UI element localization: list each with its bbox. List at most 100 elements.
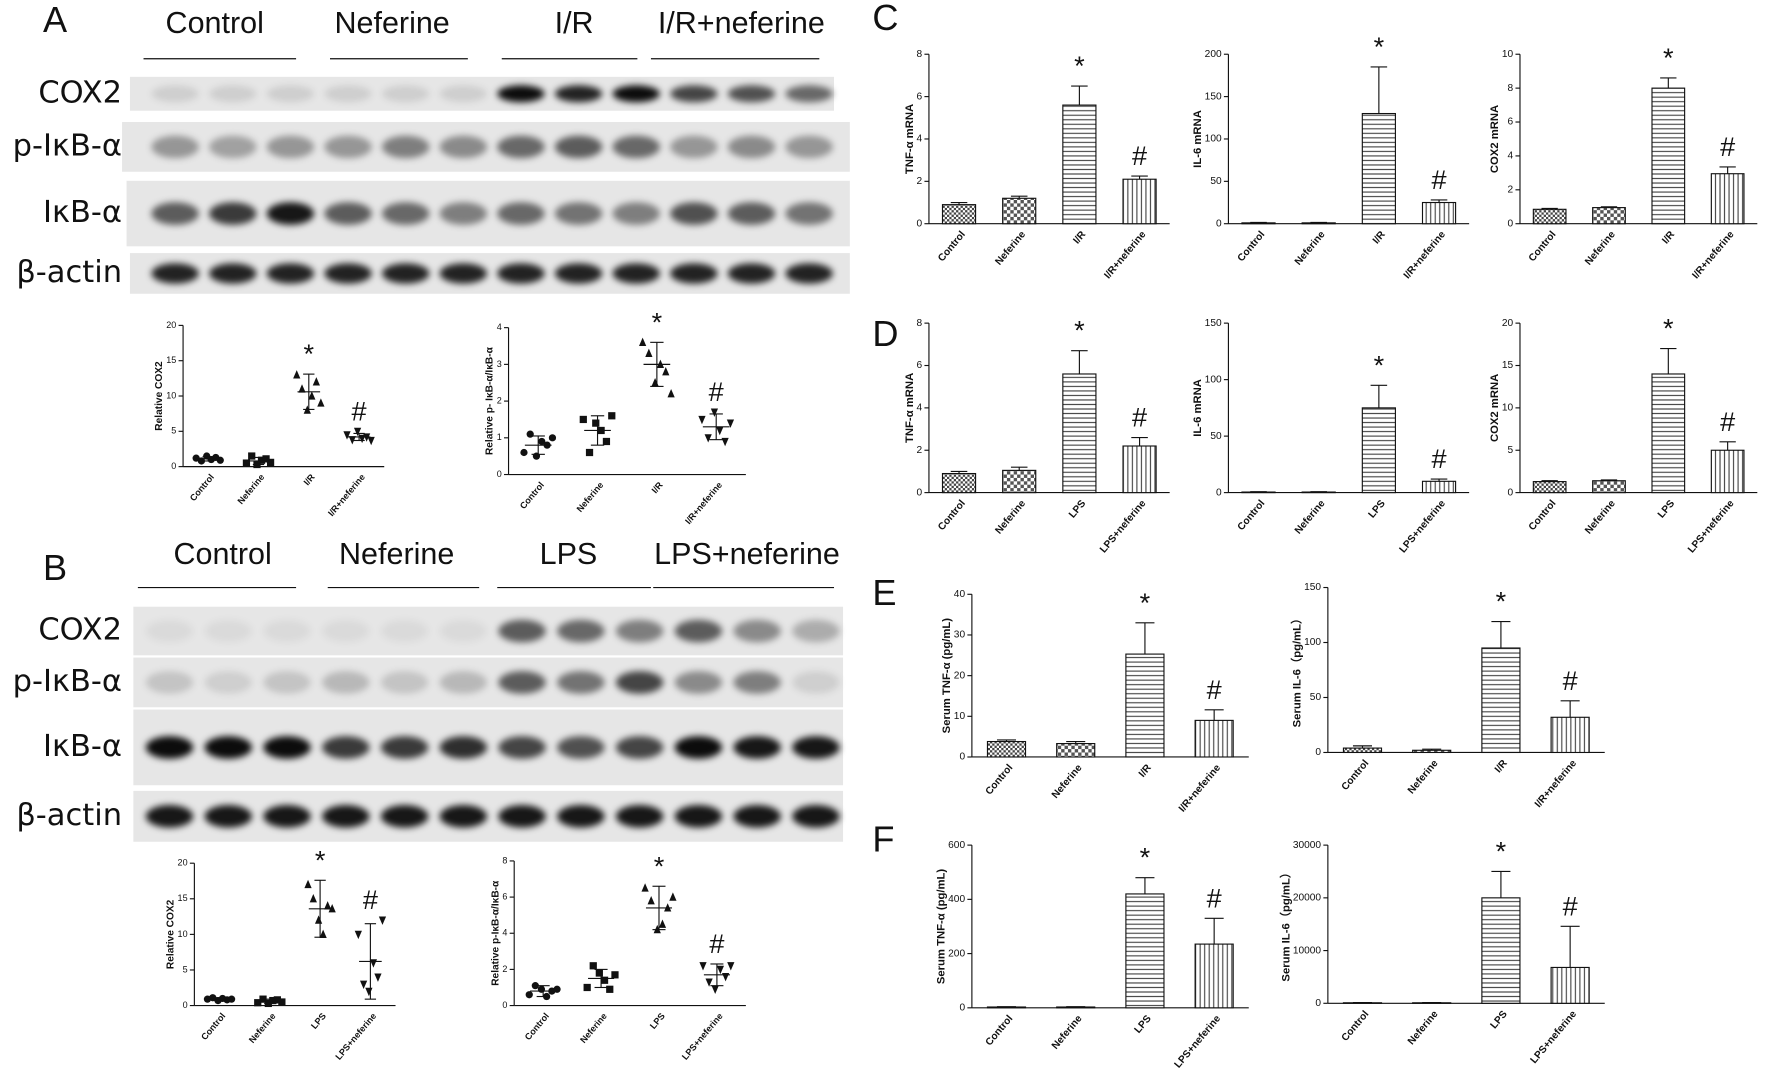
- y-tick-label: 15: [166, 355, 176, 365]
- point: [293, 370, 301, 379]
- y-tick-label: 0: [183, 1000, 188, 1010]
- point: [595, 969, 603, 977]
- blot-band: [322, 736, 370, 759]
- point: [378, 916, 387, 925]
- x-tick-label: Control: [1340, 758, 1372, 793]
- panel-letter: D: [872, 313, 898, 354]
- blot-band: [674, 805, 723, 828]
- x-tick-label: LPS+neferine: [1098, 498, 1149, 555]
- blot-band: [151, 135, 199, 159]
- y-tick-label: 0: [1216, 487, 1222, 498]
- blot-band: [439, 805, 488, 828]
- point: [606, 985, 614, 993]
- y-axis-label: Relative p-IκB-α/IκB-α: [490, 880, 501, 986]
- point: [354, 930, 362, 940]
- y-tick-label: 200: [948, 948, 965, 959]
- x-tick-label: Neferine: [1293, 229, 1328, 267]
- x-tick-label: Neferine: [1406, 1009, 1441, 1047]
- significance-marker: #: [1132, 402, 1147, 433]
- point: [710, 408, 719, 417]
- x-tick-label: Control: [1236, 229, 1268, 264]
- significance-marker: *: [1374, 349, 1385, 380]
- blot-band: [615, 736, 664, 759]
- y-tick-label: 40: [954, 589, 966, 600]
- point: [639, 337, 647, 346]
- y-tick-label: 150: [1205, 318, 1222, 329]
- blot-band: [380, 805, 429, 828]
- y-tick-label: 15: [178, 893, 188, 903]
- blot-band: [266, 263, 315, 284]
- y-tick-label: 5: [183, 964, 188, 974]
- blot-band: [381, 135, 430, 159]
- y-axis-label: Relative p- IκB-α/IκB-α: [485, 346, 496, 455]
- significance-marker: *: [654, 850, 665, 881]
- blot-band: [792, 619, 840, 643]
- y-axis-label: Relative COX2: [166, 899, 177, 969]
- blot-band: [439, 736, 488, 759]
- point: [227, 995, 236, 1003]
- significance-marker: *: [1074, 315, 1085, 346]
- blot-band: [266, 85, 315, 103]
- y-tick-label: 100: [1205, 134, 1222, 145]
- point: [667, 389, 675, 398]
- bar: [1592, 480, 1626, 494]
- panel-letter: A: [43, 0, 68, 40]
- bar: [941, 472, 977, 494]
- blot-band: [439, 85, 488, 103]
- point: [298, 384, 306, 393]
- x-tick-label: Neferine: [1406, 758, 1441, 796]
- blot-band: [615, 619, 664, 643]
- point: [711, 985, 719, 995]
- point: [273, 996, 281, 1004]
- y-tick-label: 8: [1508, 83, 1514, 94]
- y-tick-label: 20: [1502, 318, 1514, 329]
- y-tick-label: 2: [497, 395, 502, 405]
- bar: [1194, 943, 1234, 1009]
- point: [269, 996, 277, 1005]
- bar: [1361, 407, 1396, 494]
- point: [583, 983, 591, 992]
- blot-band: [380, 736, 429, 759]
- blot-band: [557, 805, 605, 828]
- panel-letter: E: [872, 572, 896, 613]
- x-tick-label: Control: [984, 762, 1016, 797]
- y-tick-label: 600: [948, 840, 965, 851]
- y-tick-label: 20: [178, 858, 188, 868]
- x-tick-label: I/R+neferine: [1691, 229, 1737, 281]
- blot-band: [557, 671, 605, 694]
- significance-marker: #: [1563, 890, 1578, 921]
- blot-band: [727, 85, 776, 103]
- y-tick-label: 2: [1508, 185, 1514, 196]
- y-axis-label: Serum IL-6（pg/mL）: [1278, 867, 1292, 982]
- point: [537, 985, 546, 993]
- blot-band: [204, 736, 253, 759]
- significance-marker: *: [652, 306, 663, 337]
- y-tick-label: 6: [502, 891, 507, 901]
- x-tick-label: LPS+neferine: [1173, 1013, 1224, 1070]
- blot-group-label: Neferine: [334, 6, 449, 40]
- point: [585, 448, 594, 457]
- blot-band: [145, 619, 194, 643]
- y-tick-label: 10: [954, 711, 966, 722]
- bar: [1651, 373, 1686, 494]
- point: [348, 436, 356, 445]
- point: [716, 965, 724, 975]
- point: [553, 985, 561, 993]
- blot-band: [497, 202, 545, 225]
- significance-marker: *: [1140, 587, 1151, 618]
- x-tick-label: I/R+neferine: [1177, 762, 1223, 814]
- blot-band: [727, 263, 776, 284]
- x-tick-label: I/R: [1137, 762, 1154, 780]
- blot-band: [670, 263, 718, 284]
- point: [662, 366, 670, 376]
- blot-band: [785, 202, 833, 225]
- y-tick-label: 0: [502, 1000, 507, 1010]
- x-tick-label: Neferine: [236, 472, 267, 506]
- x-tick-label: Control: [523, 1011, 551, 1042]
- blot-band: [151, 202, 199, 225]
- blot-band: [727, 202, 776, 225]
- point: [592, 419, 600, 427]
- significance-marker: #: [1563, 665, 1578, 696]
- y-tick-label: 8: [502, 855, 507, 865]
- point: [216, 456, 224, 464]
